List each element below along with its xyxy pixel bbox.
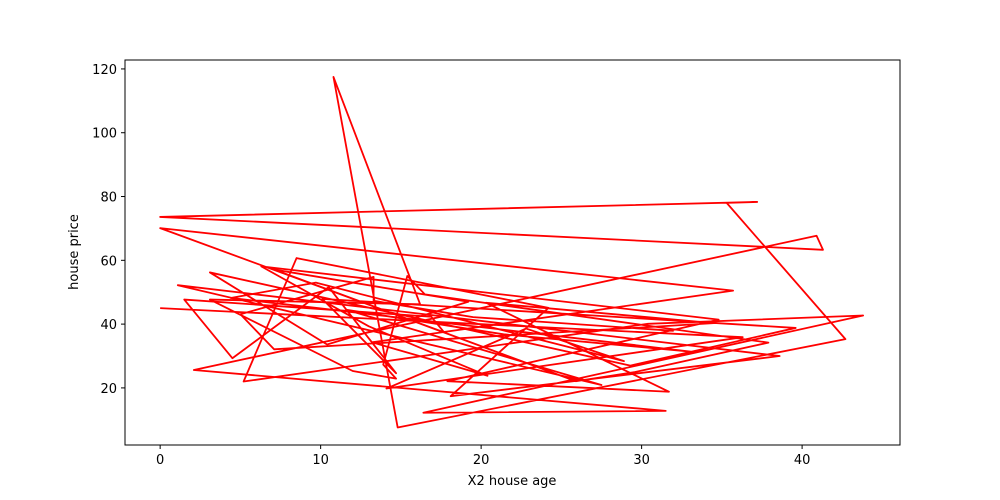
y-tick-label: 20 xyxy=(100,382,117,397)
plot-frame xyxy=(124,59,901,446)
data-line xyxy=(159,76,864,429)
y-tick-label: 100 xyxy=(92,127,117,142)
y-tick-label: 80 xyxy=(100,191,117,206)
y-axis-label: house price xyxy=(67,214,82,290)
x-tick-label: 40 xyxy=(794,453,811,468)
y-tick-label: 60 xyxy=(100,254,117,269)
x-tick-label: 30 xyxy=(633,453,650,468)
x-axis-label: X2 house age xyxy=(468,474,557,489)
x-tick-label: 20 xyxy=(473,453,490,468)
x-tick-label: 10 xyxy=(312,453,329,468)
x-tick-label: 0 xyxy=(156,453,164,468)
y-tick-label: 40 xyxy=(100,318,117,333)
y-tick-label: 120 xyxy=(92,63,117,78)
